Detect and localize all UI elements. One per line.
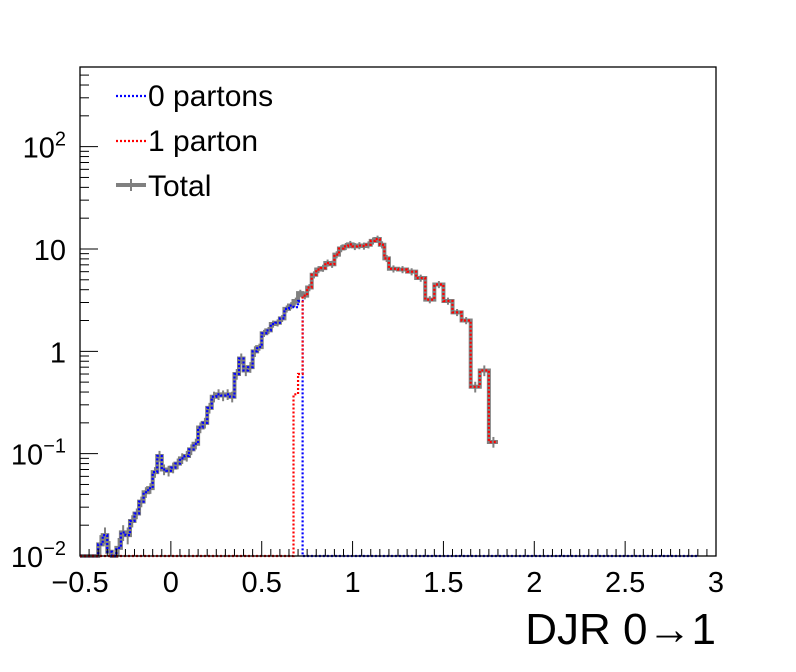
legend-label-0-partons: 0 partons xyxy=(148,80,273,113)
y-tick-label: 10−1 xyxy=(11,436,66,472)
x-tick-label: −0.5 xyxy=(51,567,108,599)
y-tick-label: 10 xyxy=(34,235,66,267)
x-axis-title: DJR 0→1 xyxy=(525,605,716,654)
x-tick-label: 2 xyxy=(526,567,542,599)
x-tick-label: 0.5 xyxy=(242,567,282,599)
legend-label-1-parton: 1 parton xyxy=(148,125,258,158)
axis-layer: −0.5 0 0.5 1 1.5 2 2.5 3 10−2 10−1 1 10 102 xyxy=(11,66,724,599)
x-tick-label: 2.5 xyxy=(605,567,645,599)
y-tick-label: 102 xyxy=(23,129,66,165)
legend: 0 partons 1 parton Total xyxy=(116,80,273,203)
legend-label-total: Total xyxy=(148,170,211,203)
x-tick-label: 1.5 xyxy=(423,567,463,599)
y-tick-label: 10−2 xyxy=(11,538,66,574)
x-tick-label: 1 xyxy=(345,567,361,599)
x-tick-label: 3 xyxy=(708,567,724,599)
x-tick-label: 0 xyxy=(163,567,179,599)
y-tick-label: 1 xyxy=(50,337,66,369)
